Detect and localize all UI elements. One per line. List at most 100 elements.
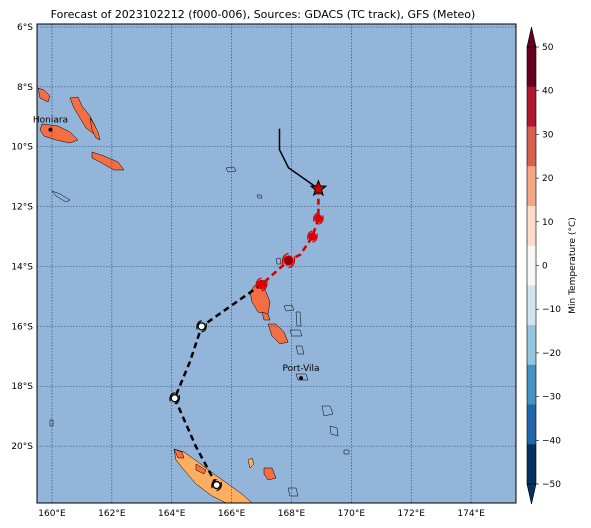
cyclone-point-open [169, 392, 181, 405]
colorbar-tick-label: 30 [542, 130, 554, 140]
island-ambae [283, 304, 295, 312]
cyclone-center-icon [308, 232, 317, 241]
lat-tick-label: 16°S [11, 322, 33, 332]
lat-tick-label: 20°S [11, 442, 33, 452]
cyclone-arm-icon [307, 230, 313, 240]
colorbar-tick-label: −30 [542, 393, 561, 403]
cyclone-point-open [196, 320, 207, 333]
cyclone-center-icon [170, 394, 179, 403]
colorbar-bottom-arrow [526, 483, 537, 505]
lon-tick-label: 168°E [278, 509, 306, 519]
city-label: Honiara [33, 116, 68, 126]
map-title: Forecast of 2023102212 (f000-006), Sourc… [51, 8, 476, 21]
island-ambrym [289, 329, 303, 337]
longitude-labels: 160°E 162°E 164°E 166°E 168°E 170°E 172°E 174°E [38, 509, 485, 519]
lat-tick-label: 6°S [17, 23, 33, 33]
land-layer [37, 87, 350, 503]
current-position-star-icon [309, 179, 328, 197]
colorbar-tick-label: −20 [542, 349, 561, 359]
island-erromango [321, 405, 334, 417]
lon-tick-label: 160°E [38, 509, 66, 519]
colorbar-tick-label: 20 [542, 174, 554, 184]
lon-tick-label: 162°E [98, 509, 126, 519]
lon-tick-label: 172°E [398, 509, 426, 519]
cyclone-center-icon [256, 279, 267, 290]
colorbar-tick-label: 10 [542, 218, 554, 228]
cyclone-arm-icon [313, 212, 319, 222]
cyclone-center-icon [212, 480, 221, 490]
island-malakula [267, 323, 289, 345]
island-loyalty-ouvea [247, 457, 255, 469]
colorbar-segment [527, 364, 536, 406]
cyclone-arm-icon [201, 323, 207, 333]
colorbar-segment [527, 166, 536, 207]
colorbar-segment [527, 205, 536, 247]
island-small-a [225, 166, 237, 173]
cyclone-arm-icon [174, 394, 181, 405]
cyclone-arm-icon [255, 277, 262, 289]
city-dot-icon [299, 376, 304, 381]
colorbar-segment [527, 444, 536, 485]
lat-tick-label: 10°S [11, 143, 33, 153]
lat-tick-label: 8°S [17, 83, 33, 93]
island-west-small [49, 419, 54, 427]
cyclone-center-icon [283, 255, 294, 266]
cyclone-arm-icon [196, 320, 202, 330]
cyclone-point-darkred [281, 252, 296, 269]
island-aneityum [343, 449, 350, 455]
lon-tick-label: 174°E [457, 509, 485, 519]
island-loyalty-mare [287, 487, 299, 497]
cyclone-arm-icon [288, 256, 296, 269]
forecast-track-black-line [173, 283, 263, 486]
colorbar-segment [527, 245, 536, 286]
colorbar-tick-label: −10 [542, 305, 561, 315]
cyclone-point-open [211, 478, 222, 492]
island-loyalty-lifou [263, 467, 277, 481]
ocean-background [37, 24, 516, 503]
colorbar-top-arrow [526, 26, 537, 48]
cyclone-point-red [307, 230, 318, 243]
cyclone-arm-icon [211, 478, 217, 489]
island-new-caledonia [173, 448, 253, 503]
graticule [37, 24, 516, 503]
latitude-labels: 6°S 8°S 10°S 12°S 14°S 16°S 18°S 20°S [11, 23, 33, 452]
cyclone-arm-icon [312, 233, 318, 243]
cyclone-arm-icon [216, 481, 222, 492]
island-new-caledonia-belep [195, 463, 207, 475]
island-small-b [256, 194, 263, 199]
colorbar-label: Min Temperature (°C) [568, 217, 578, 314]
island-rennell [51, 190, 71, 203]
colorbar-segment [527, 404, 536, 445]
colorbar-segment [527, 47, 536, 88]
city-label: Port-Vila [283, 364, 320, 374]
island-makira [91, 151, 125, 171]
cyclone-center-icon [314, 214, 323, 223]
lon-tick-label: 164°E [158, 509, 186, 519]
colorbar-segment [527, 285, 536, 326]
lon-tick-label: 170°E [338, 509, 366, 519]
colorbar-segment [527, 126, 536, 167]
colorbar-tick-label: −50 [542, 480, 561, 490]
colorbar: 50 40 30 20 10 0 −10 −20 −30 −40 −50 Min Temperatur… [526, 26, 578, 505]
island-new-caledonia-north [173, 448, 185, 459]
cyclone-point-mid [255, 277, 268, 292]
island-tanna [329, 425, 339, 437]
island-banks [275, 257, 282, 265]
cyclone-arm-icon [318, 215, 324, 225]
cyclone-center-icon [197, 322, 206, 331]
place-markers: Honiara Port-Vila [33, 116, 320, 381]
colorbar-segment [527, 86, 536, 127]
colorbar-tick-label: 0 [542, 262, 548, 272]
cyclone-arm-icon [281, 252, 289, 265]
island-malo [261, 311, 271, 321]
island-choiseul-area [37, 87, 51, 103]
city-dot-icon [48, 127, 53, 132]
lat-tick-label: 18°S [11, 382, 33, 392]
cyclone-track [169, 128, 328, 492]
observed-track-line [278, 128, 319, 190]
island-pentecost [295, 311, 302, 327]
colorbar-tick-label: 50 [542, 43, 554, 53]
colorbar-tick-label: 40 [542, 87, 554, 97]
map-frame: Honiara Port-Vila [33, 23, 517, 504]
